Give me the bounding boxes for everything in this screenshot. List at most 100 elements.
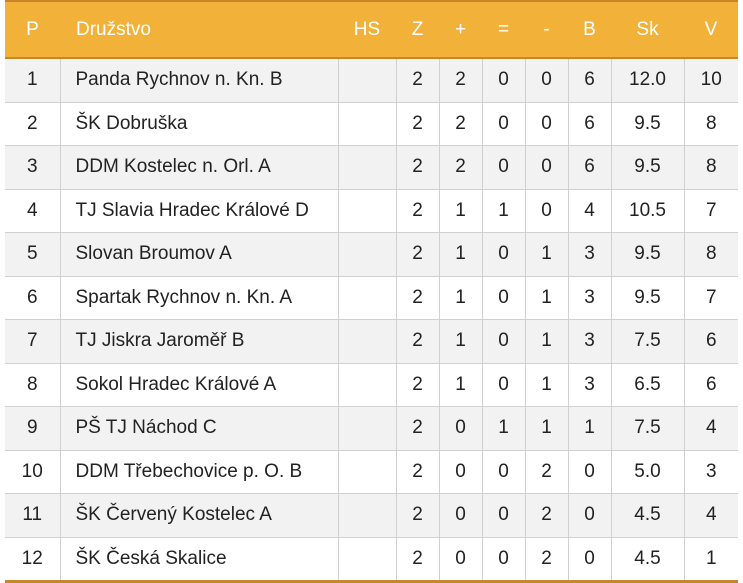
table-row: 5 Slovan Broumov A 2 1 0 1 3 9.5 8 <box>5 232 738 277</box>
cell-losses: 1 <box>524 362 569 407</box>
header-position: P <box>5 1 60 59</box>
cell-wins: 2 <box>438 101 483 146</box>
header-losses: - <box>525 1 568 59</box>
table-row: 9 PŠ TJ Náchod C 2 0 1 1 1 7.5 4 <box>5 406 738 451</box>
cell-losses: 1 <box>524 319 569 364</box>
cell-score: 9.5 <box>610 101 685 146</box>
cell-draws: 0 <box>481 57 526 103</box>
cell-score: 10.5 <box>610 188 685 233</box>
table-row: 12 ŠK Česká Skalice 2 0 0 2 0 4.5 1 <box>5 536 738 582</box>
header-points: B <box>568 1 611 59</box>
cell-wins: 1 <box>438 232 483 277</box>
cell-draws: 0 <box>481 449 526 494</box>
cell-losses: 0 <box>524 145 569 190</box>
cell-score: 4.5 <box>610 493 685 538</box>
cell-position: 1 <box>5 57 61 103</box>
cell-score: 6.5 <box>610 362 685 407</box>
cell-draws: 1 <box>481 188 526 233</box>
cell-position: 5 <box>5 232 61 277</box>
cell-v: 8 <box>683 232 738 277</box>
cell-points: 6 <box>567 145 612 190</box>
cell-position: 10 <box>5 449 61 494</box>
cell-losses: 2 <box>524 493 569 538</box>
cell-team: Spartak Rychnov n. Kn. A <box>59 275 339 320</box>
cell-games: 2 <box>395 319 440 364</box>
cell-wins: 0 <box>438 449 483 494</box>
cell-hs <box>337 232 397 277</box>
header-row: P Družstvo HS Z + = - B Sk V <box>5 1 738 59</box>
cell-team: DDM Kostelec n. Orl. A <box>59 145 339 190</box>
cell-losses: 1 <box>524 232 569 277</box>
standings-table: P Družstvo HS Z + = - B Sk V 1 Panda Rychnov n. Kn… <box>5 0 738 583</box>
cell-team: ŠK Červený Kostelec A <box>59 493 339 538</box>
cell-draws: 0 <box>481 145 526 190</box>
table-row: 10 DDM Třebechovice p. O. B 2 0 0 2 0 5.0 3 <box>5 449 738 494</box>
cell-draws: 1 <box>481 406 526 451</box>
cell-games: 2 <box>395 232 440 277</box>
cell-v: 4 <box>683 406 738 451</box>
cell-v: 3 <box>683 449 738 494</box>
cell-losses: 1 <box>524 406 569 451</box>
cell-position: 6 <box>5 275 61 320</box>
table-row: 3 DDM Kostelec n. Orl. A 2 2 0 0 6 9.5 8 <box>5 145 738 190</box>
cell-draws: 0 <box>481 275 526 320</box>
cell-draws: 0 <box>481 536 526 582</box>
cell-score: 12.0 <box>610 57 685 103</box>
cell-hs <box>337 406 397 451</box>
cell-position: 11 <box>5 493 61 538</box>
cell-games: 2 <box>395 101 440 146</box>
cell-losses: 1 <box>524 275 569 320</box>
cell-hs <box>337 449 397 494</box>
cell-v: 1 <box>683 536 738 582</box>
cell-v: 7 <box>683 188 738 233</box>
cell-hs <box>337 319 397 364</box>
cell-losses: 2 <box>524 449 569 494</box>
table-row: 4 TJ Slavia Hradec Králové D 2 1 1 0 4 10.5 7 <box>5 188 738 233</box>
header-v: V <box>684 1 738 59</box>
cell-hs <box>337 57 397 103</box>
cell-position: 3 <box>5 145 61 190</box>
cell-team: TJ Slavia Hradec Králové D <box>59 188 339 233</box>
cell-draws: 0 <box>481 319 526 364</box>
header-score: Sk <box>611 1 684 59</box>
cell-points: 6 <box>567 57 612 103</box>
cell-games: 2 <box>395 57 440 103</box>
cell-team: PŠ TJ Náchod C <box>59 406 339 451</box>
cell-hs <box>337 188 397 233</box>
cell-v: 6 <box>683 362 738 407</box>
cell-points: 3 <box>567 319 612 364</box>
header-team: Družstvo <box>60 1 338 59</box>
cell-position: 7 <box>5 319 61 364</box>
cell-wins: 1 <box>438 275 483 320</box>
cell-losses: 2 <box>524 536 569 582</box>
cell-draws: 0 <box>481 362 526 407</box>
cell-points: 4 <box>567 188 612 233</box>
table-row: 8 Sokol Hradec Králové A 2 1 0 1 3 6.5 6 <box>5 362 738 407</box>
table-row: 7 TJ Jiskra Jaroměř B 2 1 0 1 3 7.5 6 <box>5 319 738 364</box>
cell-v: 4 <box>683 493 738 538</box>
cell-team: Sokol Hradec Králové A <box>59 362 339 407</box>
cell-games: 2 <box>395 188 440 233</box>
cell-hs <box>337 275 397 320</box>
cell-position: 12 <box>5 536 61 582</box>
cell-games: 2 <box>395 493 440 538</box>
cell-position: 2 <box>5 101 61 146</box>
cell-losses: 0 <box>524 188 569 233</box>
cell-wins: 2 <box>438 145 483 190</box>
cell-games: 2 <box>395 536 440 582</box>
cell-score: 4.5 <box>610 536 685 582</box>
cell-hs <box>337 145 397 190</box>
cell-hs <box>337 362 397 407</box>
cell-games: 2 <box>395 406 440 451</box>
cell-team: TJ Jiskra Jaroměř B <box>59 319 339 364</box>
header-hs: HS <box>338 1 396 59</box>
cell-losses: 0 <box>524 57 569 103</box>
cell-position: 9 <box>5 406 61 451</box>
cell-points: 3 <box>567 362 612 407</box>
table-row: 2 ŠK Dobruška 2 2 0 0 6 9.5 8 <box>5 101 738 146</box>
cell-score: 7.5 <box>610 406 685 451</box>
table-row: 1 Panda Rychnov n. Kn. B 2 2 0 0 6 12.0 10 <box>5 57 738 103</box>
cell-points: 0 <box>567 493 612 538</box>
cell-hs <box>337 101 397 146</box>
cell-team: Panda Rychnov n. Kn. B <box>59 57 339 103</box>
